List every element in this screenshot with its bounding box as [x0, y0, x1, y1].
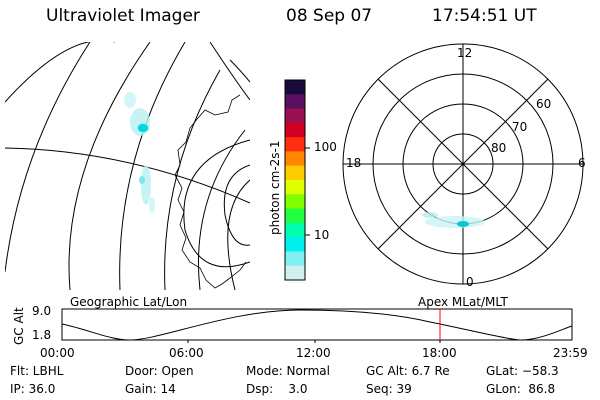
timeline-y-max: 9.0	[32, 304, 52, 318]
info-gc-alt: GC Alt: 6.7 Re	[366, 364, 450, 378]
color-swatch	[285, 122, 305, 138]
color-bar-swatches	[285, 80, 305, 281]
aurora-map	[124, 92, 155, 213]
polar-lat-70: 70	[512, 120, 528, 134]
timeline-y-min: 1.8	[32, 328, 52, 342]
instrument-title: Ultraviolet Imager	[46, 6, 200, 26]
color-swatch	[285, 108, 305, 124]
map-grid	[5, 42, 250, 290]
aurora-polar	[422, 212, 485, 228]
info-seq: Seq: 39	[366, 382, 412, 396]
color-swatch	[285, 94, 305, 110]
colorbar-tick-10: 10	[314, 228, 330, 242]
polar-label-6: 6	[578, 156, 586, 170]
color-swatch	[285, 180, 305, 195]
date-label: 08 Sep 07	[286, 6, 373, 26]
timeline-x-0000: 00:00	[40, 346, 75, 360]
info-dsp: Dsp: 3.0	[246, 382, 308, 396]
polar-lat-60: 60	[536, 97, 552, 111]
info-ip: IP: 36.0	[10, 382, 56, 396]
color-swatch	[285, 208, 305, 224]
info-glat: GLat: −58.3	[486, 364, 559, 378]
timeline-x-2359: 23:59	[553, 346, 588, 360]
polar-label-18: 18	[346, 156, 362, 170]
coastline	[174, 94, 247, 289]
color-swatch	[285, 194, 305, 210]
color-swatch	[285, 80, 305, 95]
info-gain: Gain: 14	[125, 382, 176, 396]
info-door: Door: Open	[125, 364, 194, 378]
info-glon: GLon: 86.8	[486, 382, 556, 396]
timeline-x-1800: 18:00	[422, 346, 457, 360]
time-label: 17:54:51 UT	[432, 6, 537, 26]
color-swatch	[285, 151, 305, 167]
polar-lat-80: 80	[491, 141, 507, 155]
colorbar-tick-100: 100	[314, 140, 337, 154]
timeline-left-title: Geographic Lat/Lon	[70, 295, 188, 309]
color-swatch	[285, 265, 305, 281]
polar-label-0: 0	[466, 275, 474, 289]
color-swatch	[285, 137, 305, 152]
color-swatch	[285, 165, 305, 181]
info-mode: Mode: Normal	[246, 364, 330, 378]
altitude-curve	[61, 309, 573, 341]
timeline-x-1200: 12:00	[296, 346, 331, 360]
timeline-frame	[61, 308, 573, 341]
color-swatch	[285, 251, 305, 267]
timeline-x-0600: 06:00	[169, 346, 204, 360]
timeline-right-title: Apex MLat/MLT	[418, 295, 508, 309]
color-swatch	[285, 237, 305, 252]
timeline-axis-label-text: GC Alt	[12, 307, 26, 345]
color-swatch	[285, 222, 305, 238]
info-filter: Flt: LBHL	[10, 364, 64, 378]
polar-label-12: 12	[457, 46, 473, 60]
